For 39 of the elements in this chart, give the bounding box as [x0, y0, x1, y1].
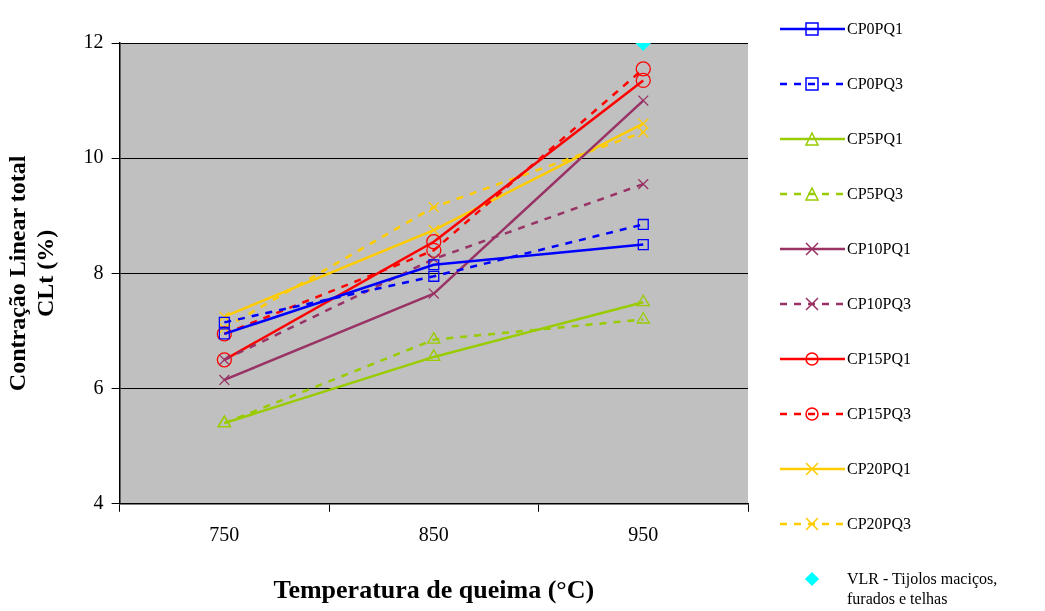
- point: [428, 253, 440, 265]
- point: [428, 270, 440, 282]
- legend-label: CP10PQ3: [847, 294, 912, 314]
- legend-label: CP10PQ1: [847, 239, 912, 259]
- point: [428, 224, 440, 236]
- y-tick-label: 12: [83, 30, 104, 53]
- point: [637, 95, 649, 107]
- point: [637, 178, 649, 190]
- y-tick-label: 6: [93, 375, 104, 398]
- point: [428, 259, 440, 271]
- y-tick-label: 8: [93, 260, 104, 283]
- point: [426, 242, 442, 259]
- y-tick-label: 10: [83, 145, 104, 168]
- point: [218, 374, 230, 386]
- x-tick-label: 850: [418, 523, 449, 546]
- point: [218, 316, 230, 328]
- y-axis-title: Contração Linear total CLt (%): [3, 155, 59, 392]
- point: [428, 201, 440, 213]
- point: [635, 72, 651, 89]
- x-tick-label: 750: [209, 523, 240, 546]
- legend-label: CP0PQ1: [847, 19, 904, 39]
- point: [635, 61, 651, 77]
- legend-label: CP20PQ3: [847, 514, 912, 534]
- point: [637, 218, 649, 231]
- legend-label: CP5PQ1: [847, 129, 904, 149]
- x-axis-title: Temperatura de queima (°C): [273, 575, 595, 605]
- legend-label: CP15PQ3: [847, 404, 912, 424]
- legend-label: CP5PQ3: [847, 184, 904, 204]
- legend-label: CP0PQ3: [847, 74, 904, 94]
- point: [427, 349, 441, 362]
- legend-label: CP15PQ1: [847, 349, 912, 369]
- point: [428, 287, 440, 300]
- legend-label: VLR - Tijolos maciços, furados e telhas: [847, 569, 999, 609]
- point: [636, 294, 650, 307]
- point: [637, 239, 649, 251]
- point: [426, 234, 442, 250]
- y-tick-label: 4: [93, 491, 104, 514]
- legend-label: CP20PQ1: [847, 459, 912, 479]
- x-tick-label: 950: [628, 523, 659, 546]
